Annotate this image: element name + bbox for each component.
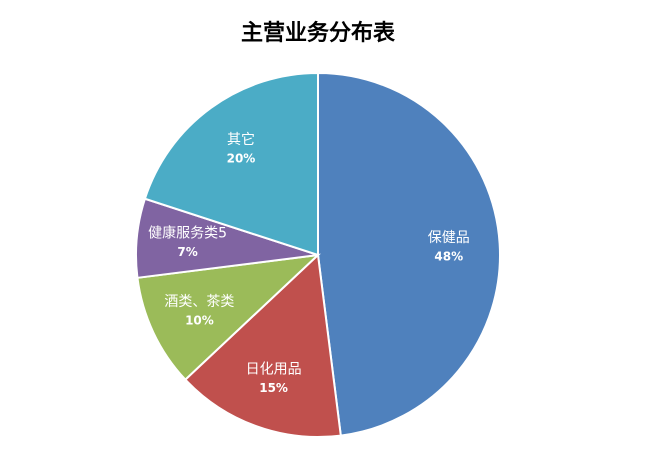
- pie-slice: [136, 253, 321, 382]
- value-label: 7%: [177, 245, 197, 259]
- value-label: 10%: [185, 313, 214, 327]
- slice-label: 健康服务类5: [148, 225, 227, 242]
- slice-label: 酒类、茶类: [164, 294, 234, 310]
- value-label: 15%: [259, 381, 288, 395]
- slice-label: 日化用品: [246, 361, 302, 377]
- value-label: 48%: [434, 249, 463, 263]
- pie-slice: [143, 71, 319, 257]
- slice-label: 其它: [227, 131, 255, 148]
- chart-title: 主营业务分布表: [241, 20, 396, 46]
- pie-slice: [317, 71, 501, 437]
- value-label: 20%: [227, 151, 256, 165]
- pie-slice: [183, 252, 342, 438]
- slice-label: 保健品: [428, 230, 470, 246]
